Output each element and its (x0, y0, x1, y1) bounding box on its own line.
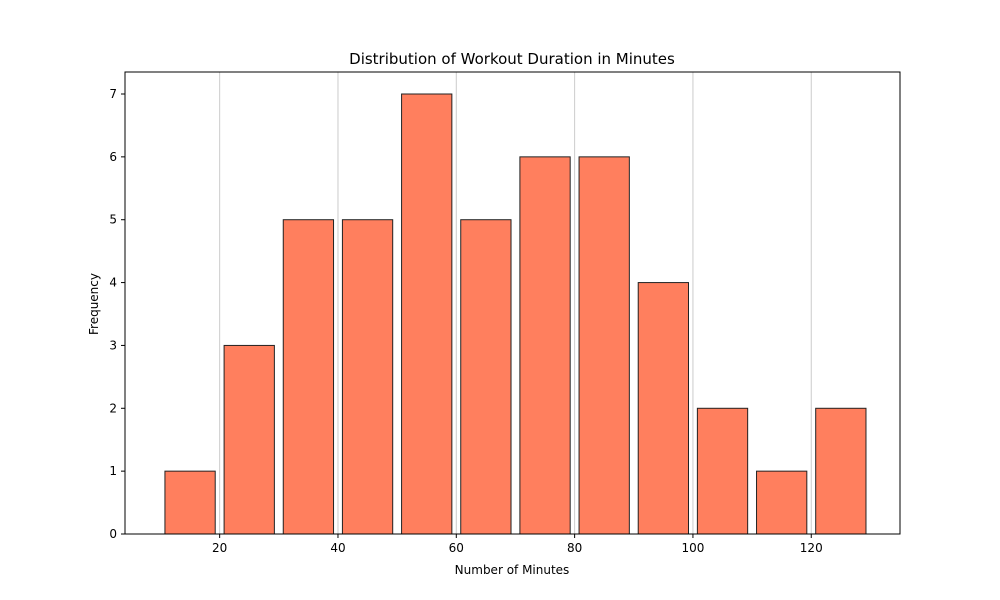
x-tick-label-100: 100 (681, 541, 704, 555)
y-axis-ticks: 0 1 2 3 4 5 6 7 (109, 87, 125, 541)
x-tick-label-120: 120 (800, 541, 823, 555)
bar-40-50 (341, 219, 394, 535)
bar-30-40 (282, 219, 335, 535)
bar-70-80 (519, 156, 571, 535)
bar-80-90 (578, 156, 630, 535)
x-tick-label-80: 80 (567, 541, 582, 555)
chart-title: Distribution of Workout Duration in Minu… (349, 50, 675, 68)
bar-110-120 (756, 470, 808, 535)
bar-50-60 (401, 93, 453, 535)
y-tick-label-6: 6 (109, 150, 117, 164)
y-tick-label-7: 7 (109, 87, 117, 101)
bar-90-100 (637, 282, 690, 535)
y-tick-label-3: 3 (109, 338, 117, 352)
y-tick-label-2: 2 (109, 401, 117, 415)
x-tick-label-40: 40 (330, 541, 345, 555)
y-tick-label-0: 0 (109, 527, 117, 541)
bar-10-20 (164, 470, 216, 535)
x-axis-ticks: 20 40 60 80 100 120 (212, 534, 823, 555)
bar-20-30 (223, 344, 275, 535)
x-axis-label: Number of Minutes (455, 563, 570, 577)
bar-120-130 (815, 407, 867, 535)
bars-group (164, 93, 867, 535)
x-tick-label-20: 20 (212, 541, 227, 555)
grid-lines (219, 72, 812, 534)
x-tick-label-60: 60 (449, 541, 464, 555)
y-tick-label-5: 5 (109, 213, 117, 227)
plot-area-frame (124, 71, 901, 535)
y-tick-label-4: 4 (109, 276, 117, 290)
y-axis-label: Frequency (87, 273, 101, 335)
bar-60-70 (460, 219, 512, 535)
bar-100-110 (696, 407, 749, 535)
y-tick-label-1: 1 (109, 464, 117, 478)
